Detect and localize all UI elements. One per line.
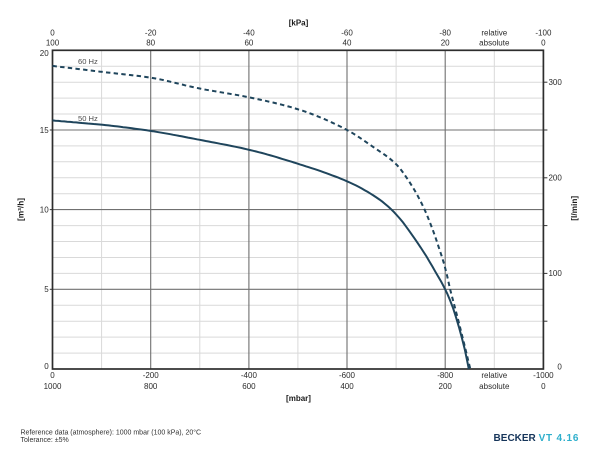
svg-text:-400: -400 xyxy=(241,371,258,380)
svg-text:[mbar]: [mbar] xyxy=(286,394,311,403)
svg-text:-80: -80 xyxy=(439,29,451,38)
svg-text:BECKER VT 4.16: BECKER VT 4.16 xyxy=(494,433,580,444)
svg-text:0: 0 xyxy=(541,382,546,391)
svg-text:Tolerance: ±5%: Tolerance: ±5% xyxy=(21,437,69,444)
svg-text:20: 20 xyxy=(40,49,49,58)
svg-text:200: 200 xyxy=(439,382,453,391)
svg-text:800: 800 xyxy=(144,382,158,391)
svg-text:[kPa]: [kPa] xyxy=(289,19,309,28)
svg-text:1000: 1000 xyxy=(44,382,62,391)
svg-text:10: 10 xyxy=(40,205,49,214)
svg-text:0: 0 xyxy=(557,362,562,371)
svg-text:100: 100 xyxy=(46,39,60,48)
svg-text:-1000: -1000 xyxy=(533,371,554,380)
svg-text:0: 0 xyxy=(541,39,546,48)
svg-text:relative: relative xyxy=(481,371,507,380)
svg-text:relative: relative xyxy=(481,29,507,38)
svg-text:100: 100 xyxy=(548,269,562,278)
svg-text:50 Hz: 50 Hz xyxy=(78,114,98,123)
svg-text:-100: -100 xyxy=(535,29,552,38)
svg-text:-600: -600 xyxy=(339,371,356,380)
svg-text:absolute: absolute xyxy=(479,39,510,48)
svg-text:60 Hz: 60 Hz xyxy=(78,57,98,66)
svg-text:absolute: absolute xyxy=(479,382,510,391)
svg-text:0: 0 xyxy=(50,29,55,38)
svg-text:-60: -60 xyxy=(341,29,353,38)
svg-text:-40: -40 xyxy=(243,29,255,38)
svg-text:-800: -800 xyxy=(437,371,454,380)
svg-text:[l/min]: [l/min] xyxy=(569,196,579,221)
svg-text:0: 0 xyxy=(50,371,55,380)
svg-text:20: 20 xyxy=(441,39,450,48)
svg-text:15: 15 xyxy=(40,126,49,135)
svg-text:200: 200 xyxy=(548,174,562,183)
svg-text:[m³/h]: [m³/h] xyxy=(15,198,25,221)
svg-text:60: 60 xyxy=(244,39,253,48)
svg-text:-200: -200 xyxy=(143,371,160,380)
svg-text:40: 40 xyxy=(343,39,352,48)
svg-text:5: 5 xyxy=(44,285,49,294)
svg-text:80: 80 xyxy=(146,39,155,48)
svg-text:-20: -20 xyxy=(145,29,157,38)
svg-text:Reference data (atmosphere): 1: Reference data (atmosphere): 1000 mbar (… xyxy=(21,429,202,437)
svg-text:300: 300 xyxy=(548,78,562,87)
svg-text:600: 600 xyxy=(242,382,256,391)
svg-text:400: 400 xyxy=(340,382,354,391)
svg-text:0: 0 xyxy=(44,362,49,371)
